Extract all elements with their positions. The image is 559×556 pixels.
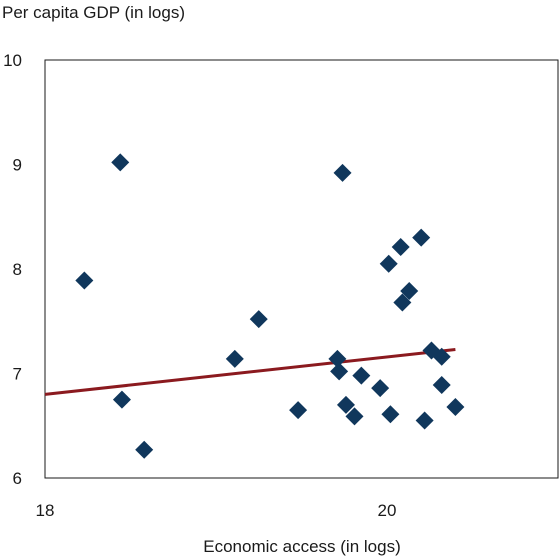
data-point-diamond	[111, 153, 130, 172]
y-axis-ticks: 6 7 8 9 10	[3, 51, 22, 488]
y-tick-label: 9	[13, 156, 22, 175]
data-point-diamond	[415, 411, 434, 430]
data-point-diamond	[225, 349, 244, 368]
y-tick-label: 6	[13, 469, 22, 488]
y-tick-label: 7	[13, 365, 22, 384]
data-point-diamond	[352, 366, 371, 385]
data-point-diamond	[289, 401, 308, 420]
data-point-diamond	[432, 347, 451, 366]
data-point-diamond	[112, 390, 131, 409]
data-point-diamond	[249, 310, 268, 329]
data-point-diamond	[379, 254, 398, 273]
data-point-diamond	[432, 375, 451, 394]
data-point-diamond	[75, 271, 94, 290]
data-point-diamond	[333, 163, 352, 182]
x-tick-label: 20	[378, 501, 397, 520]
data-points	[75, 153, 465, 459]
y-axis-title: Per capita GDP (in logs)	[2, 3, 185, 22]
data-point-diamond	[336, 395, 355, 414]
x-tick-label: 18	[36, 501, 55, 520]
data-point-diamond	[381, 405, 400, 424]
x-axis-title: Economic access (in logs)	[203, 537, 400, 556]
x-axis-ticks: 18 20	[36, 501, 397, 520]
data-point-diamond	[330, 362, 349, 381]
trendline-group	[44, 347, 456, 396]
data-point-diamond	[391, 238, 410, 257]
data-point-diamond	[400, 281, 419, 300]
data-point-diamond	[345, 407, 364, 426]
plot-area	[44, 59, 559, 479]
data-point-diamond	[446, 397, 465, 416]
data-point-diamond	[412, 228, 431, 247]
data-point-diamond	[393, 293, 412, 312]
data-point-diamond	[328, 349, 347, 368]
y-tick-label: 10	[3, 51, 22, 70]
y-tick-label: 8	[13, 260, 22, 279]
trendline	[44, 347, 456, 396]
data-point-diamond	[371, 379, 390, 398]
data-point-diamond	[135, 440, 154, 459]
